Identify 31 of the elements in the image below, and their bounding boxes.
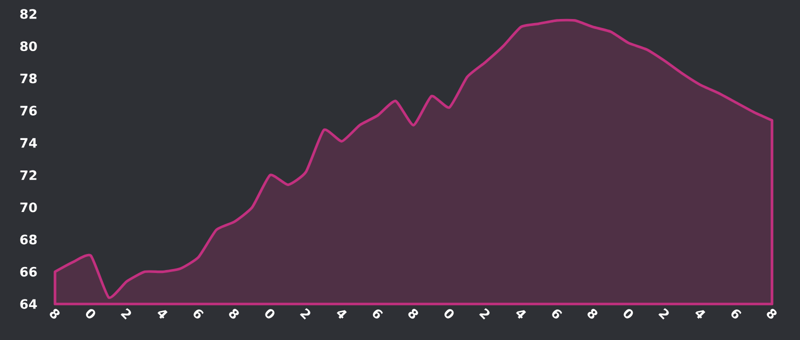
y-tick-label: 82 — [20, 9, 36, 19]
y-tick-label: 68 — [20, 234, 37, 244]
y-tick-label: 72 — [20, 170, 36, 180]
x-tick-label: 4 — [336, 310, 347, 319]
x-tick-label: 8 — [766, 308, 777, 319]
y-tick-label: 78 — [20, 74, 37, 84]
x-tick-label: 0 — [624, 309, 633, 318]
x-tick-label: 6 — [552, 309, 562, 319]
x-tick-label: 4 — [158, 310, 168, 319]
y-tick-label: 70 — [20, 202, 37, 212]
y-tick-label: 64 — [20, 299, 37, 309]
y-tick-label: 74 — [20, 138, 37, 148]
x-tick-label: 0 — [265, 309, 274, 318]
x-tick-label: 2 — [658, 308, 669, 320]
x-tick-label: 8 — [229, 308, 239, 319]
y-tick-label: 80 — [20, 41, 37, 52]
x-tick-label: 4 — [516, 310, 526, 319]
x-tick-label: 2 — [120, 308, 132, 320]
x-tick-label: 6 — [194, 309, 204, 319]
x-tick-label: 6 — [372, 309, 383, 319]
x-tick-label: 8 — [588, 308, 598, 319]
x-tick-label: 0 — [86, 309, 96, 318]
y-tick-label: 66 — [20, 266, 37, 277]
x-tick-label: 2 — [300, 308, 310, 320]
x-tick-label: 8 — [408, 308, 418, 319]
x-tick-label: 6 — [731, 309, 742, 319]
x-tick-label: 4 — [695, 310, 706, 319]
x-tick-label: 0 — [444, 309, 454, 318]
x-tick-label: 8 — [50, 308, 60, 319]
x-tick-label: 2 — [479, 308, 490, 320]
y-tick-label: 76 — [20, 106, 37, 116]
